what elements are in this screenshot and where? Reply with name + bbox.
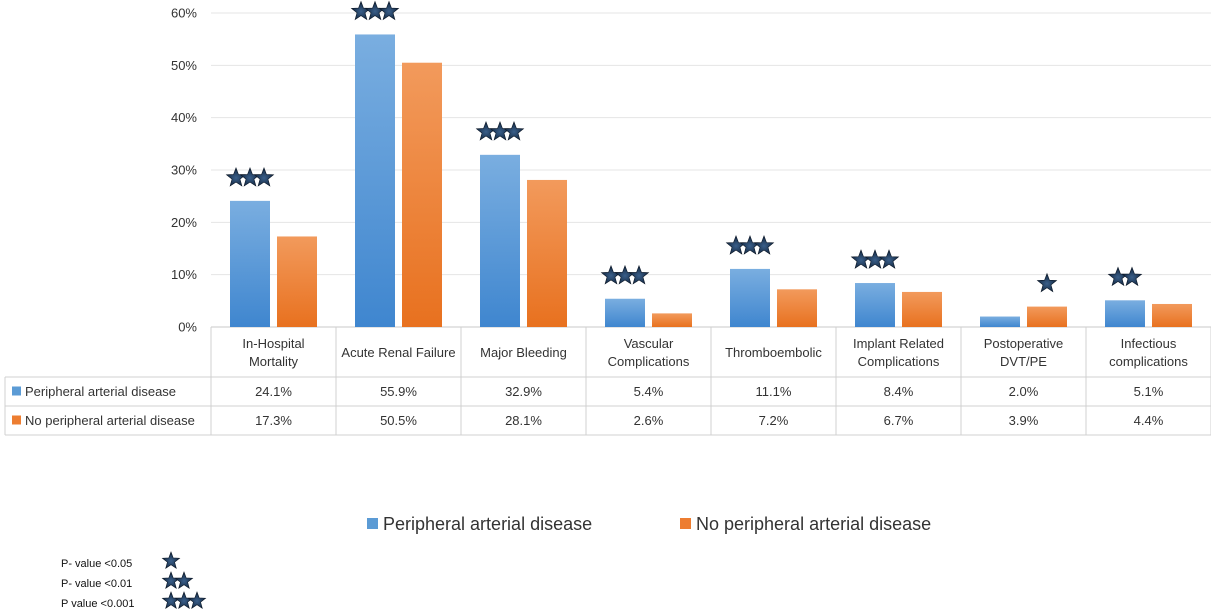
table-series-name: No peripheral arterial disease <box>25 413 195 428</box>
y-tick-label: 10% <box>171 267 197 282</box>
significance-star-icon <box>378 0 400 21</box>
table-series-name: Peripheral arterial disease <box>25 384 176 399</box>
bar-peripheral-arterial-disease <box>355 34 395 327</box>
legend-swatch <box>680 518 691 529</box>
bar-peripheral-arterial-disease <box>730 268 770 327</box>
significance-key: P- value <0.05 P- value <0.01 P value <0.0… <box>61 551 207 610</box>
significance-stars <box>225 0 1143 293</box>
bar-no-peripheral-arterial-disease <box>402 62 442 327</box>
legend-label: Peripheral arterial disease <box>383 514 592 534</box>
key-star-icon <box>161 551 181 569</box>
bar-no-peripheral-arterial-disease <box>527 179 567 327</box>
significance-star-icon <box>1121 266 1143 287</box>
bar-peripheral-arterial-disease <box>855 283 895 327</box>
significance-star-icon <box>253 167 275 187</box>
table-cell: 2.0% <box>1009 384 1039 399</box>
bar-no-peripheral-arterial-disease <box>777 289 817 327</box>
bar-no-peripheral-arterial-disease <box>277 236 317 327</box>
y-tick-label: 40% <box>171 110 197 125</box>
significance-star-icon <box>600 264 622 285</box>
table-cell: 8.4% <box>884 384 914 399</box>
category-label: In-Hospital Mortality <box>242 336 304 369</box>
category-label: Implant Related Complications <box>853 336 944 369</box>
table-cell: 28.1% <box>505 413 542 428</box>
table-cell: 5.4% <box>634 384 664 399</box>
bar-peripheral-arterial-disease <box>480 154 520 327</box>
table-cell: 3.9% <box>1009 413 1039 428</box>
y-axis: 0% 10% 20% 30% 40% 50% 60% <box>171 6 197 335</box>
key-star-icon <box>187 591 207 609</box>
table-cell: 6.7% <box>884 413 914 428</box>
table-cell: 55.9% <box>380 384 417 399</box>
category-label: Major Bleeding <box>480 345 567 360</box>
significance-star-icon <box>864 249 886 269</box>
bar-no-peripheral-arterial-disease <box>1027 306 1067 327</box>
key-label: P- value <0.01 <box>61 578 132 590</box>
significance-star-icon <box>489 120 511 141</box>
category-label: Acute Renal Failure <box>341 345 455 360</box>
significance-star-icon <box>614 264 636 285</box>
significance-star-icon <box>1036 272 1058 293</box>
table-cell: 24.1% <box>255 384 292 399</box>
data-table: In-Hospital Mortality Acute Renal Failure M… <box>4 327 1211 436</box>
table-cell: 11.1% <box>756 384 792 399</box>
key-star-icon <box>161 571 181 589</box>
bar-no-peripheral-arterial-disease <box>652 313 692 327</box>
significance-star-icon <box>739 235 761 255</box>
legend-label: No peripheral arterial disease <box>696 514 931 534</box>
bars <box>230 34 1192 327</box>
significance-star-icon <box>628 264 650 285</box>
category-label: Vascular Complications <box>608 336 690 369</box>
bar-no-peripheral-arterial-disease <box>1152 303 1192 327</box>
table-legend-swatch <box>12 415 21 425</box>
bar-peripheral-arterial-disease <box>230 200 270 327</box>
table-cell: 5.1% <box>1134 384 1164 399</box>
y-tick-label: 60% <box>171 6 197 21</box>
significance-star-icon <box>878 249 900 269</box>
key-label: P value <0.001 <box>61 598 135 610</box>
significance-star-icon <box>850 249 872 269</box>
table-cell: 4.4% <box>1134 413 1164 428</box>
y-tick-label: 20% <box>171 215 197 230</box>
significance-star-icon <box>225 167 247 187</box>
category-label: Thromboembolic <box>725 345 822 360</box>
y-tick-label: 50% <box>171 58 197 73</box>
significance-star-icon <box>725 235 747 255</box>
y-tick-label: 30% <box>171 163 197 178</box>
category-label: Postoperative DVT/PE <box>984 336 1064 369</box>
table-cell: 7.2% <box>759 413 789 428</box>
significance-star-icon <box>239 167 261 187</box>
significance-star-icon <box>503 120 525 141</box>
significance-star-icon <box>364 0 386 21</box>
key-star-icon <box>174 591 194 609</box>
table-cell: 2.6% <box>634 413 664 428</box>
bar-peripheral-arterial-disease <box>980 316 1020 327</box>
key-label: P- value <0.05 <box>61 558 132 570</box>
legend-swatch <box>367 518 378 529</box>
bar-no-peripheral-arterial-disease <box>902 291 942 327</box>
bar-peripheral-arterial-disease <box>605 298 645 327</box>
table-cell: 17.3% <box>255 413 292 428</box>
significance-star-icon <box>350 0 372 21</box>
key-star-icon <box>174 571 194 589</box>
significance-star-icon <box>753 235 775 255</box>
table-cell: 32.9% <box>505 384 542 399</box>
significance-star-icon <box>1107 266 1129 287</box>
significance-star-icon <box>475 120 497 141</box>
legend: Peripheral arterial disease No peripheral… <box>367 514 931 534</box>
y-tick-label: 0% <box>178 320 197 335</box>
table-legend-swatch <box>12 386 21 396</box>
key-star-icon <box>161 591 181 609</box>
category-label: Infectious complications <box>1109 336 1188 369</box>
bar-peripheral-arterial-disease <box>1105 300 1145 327</box>
table-cell: 50.5% <box>380 413 417 428</box>
